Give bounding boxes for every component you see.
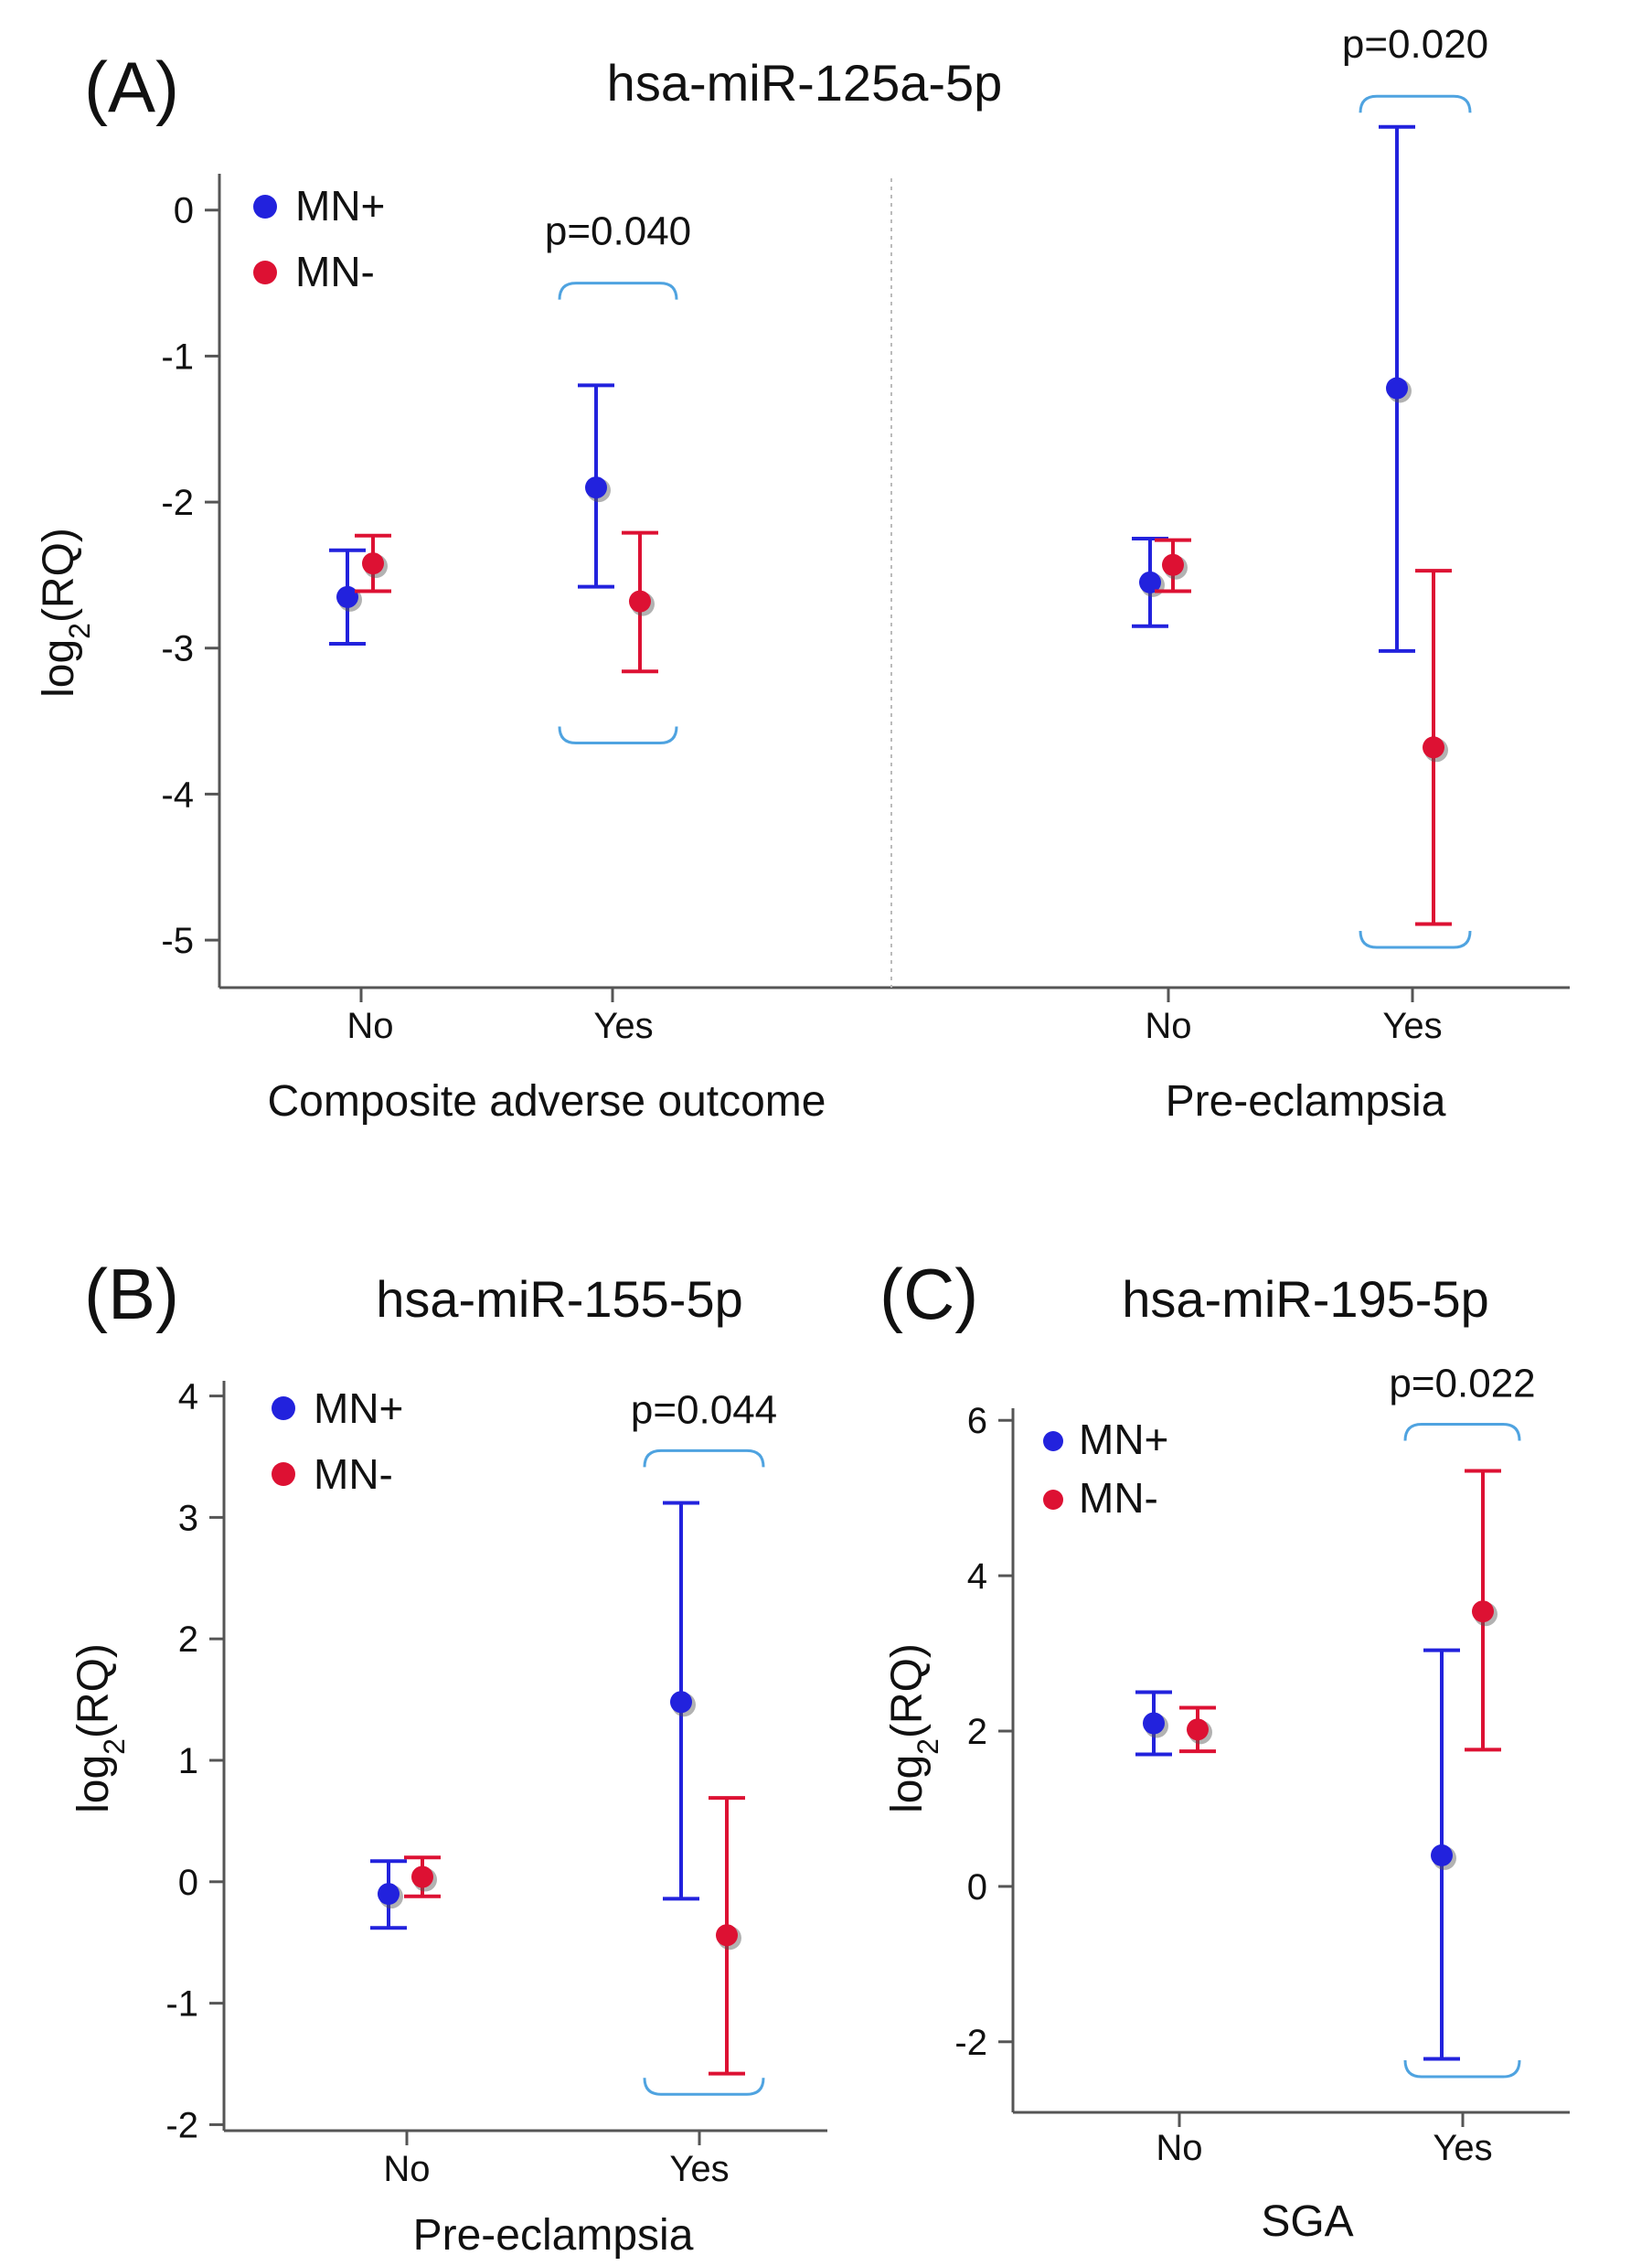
ytick-label: 2 (178, 1619, 198, 1660)
panel-b: (B) hsa-miR-155-5p log2(RQ) 4 3 2 1 0 -1 -2 No… (69, 1254, 827, 2260)
panel-c-xlabel: SGA (1261, 2197, 1353, 2246)
panel-b-xlabel: Pre-eclampsia (413, 2211, 694, 2260)
panel-c-yticks: 6 4 2 0 -2 (954, 1401, 1013, 2063)
panel-b-yticks: 4 3 2 1 0 -1 -2 (165, 1377, 224, 2145)
panel-b-marks: p=0.044 (370, 1387, 777, 2096)
legend-label: MN- (314, 1450, 393, 1498)
ytick-label: -2 (954, 2023, 987, 2063)
ytick-label: -5 (161, 921, 194, 961)
point-mn-minus (411, 1865, 433, 1888)
panel-b-title: hsa-miR-155-5p (376, 1270, 743, 1328)
point-mn-plus (585, 476, 607, 499)
ytick-label: -3 (161, 629, 194, 669)
ytick-label: -1 (161, 337, 194, 377)
significance-bracket-bottom (1359, 930, 1472, 949)
panel-b-xtick-label: Yes (669, 2149, 729, 2189)
panel-c: (C) hsa-miR-195-5p log2(RQ) 6 4 2 0 -2 No Ye… (879, 1254, 1570, 2246)
panel-a-title: hsa-miR-125a-5p (607, 54, 1003, 112)
significance-bracket-bottom (558, 726, 678, 745)
point-mn-minus (1162, 553, 1184, 576)
significance-bracket-top (1403, 1422, 1521, 1441)
ytick-label: -1 (165, 1984, 198, 2025)
significance-bracket-bottom (1403, 2059, 1521, 2079)
p-value-label: p=0.040 (545, 209, 691, 254)
legend-marker-mn-minus (253, 261, 277, 284)
ytick-label: 0 (174, 191, 194, 231)
panel-a-xtick-label: Yes (593, 1006, 653, 1046)
panel-c-axes (1011, 1408, 1570, 2127)
panel-a-yticks: 0 -1 -2 -3 -4 -5 (161, 191, 219, 961)
p-value-label: p=0.022 (1389, 1361, 1535, 1406)
p-value-label: p=0.020 (1342, 22, 1488, 67)
ytick-label: -2 (165, 2105, 198, 2145)
point-mn-minus (362, 552, 384, 575)
point-mn-plus (1143, 1712, 1165, 1735)
ytick-label: 4 (967, 1556, 987, 1597)
significance-bracket-top (558, 282, 678, 300)
panel-b-legend: MN+ MN- (272, 1384, 403, 1498)
panel-a-xlabel-left: Composite adverse outcome (268, 1077, 826, 1126)
legend-marker-mn-plus (272, 1396, 295, 1420)
point-mn-plus (1386, 377, 1408, 400)
ytick-label: -4 (161, 775, 194, 815)
panel-a: (A) hsa-miR-125a-5p log2(RQ) 0 -1 -2 -3 -4 -5… (35, 22, 1570, 1126)
point-mn-minus (1187, 1718, 1209, 1741)
ytick-label: 3 (178, 1498, 198, 1538)
panel-a-ylabel: log2(RQ) (35, 528, 96, 698)
panel-b-label: (B) (84, 1254, 179, 1334)
ytick-label: 0 (178, 1863, 198, 1903)
panel-b-ylabel: log2(RQ) (69, 1643, 131, 1813)
point-mn-plus (1139, 571, 1161, 593)
panel-b-xtick-label: No (383, 2149, 430, 2189)
panel-c-ylabel: log2(RQ) (883, 1643, 944, 1813)
significance-bracket-top (1359, 94, 1472, 113)
significance-bracket-bottom (643, 2078, 765, 2096)
ytick-label: 1 (178, 1741, 198, 1781)
panel-c-label: (C) (879, 1254, 978, 1334)
point-mn-minus (1472, 1600, 1494, 1623)
legend-label: MN- (295, 248, 375, 295)
panel-c-legend: MN+ MN- (1043, 1416, 1168, 1522)
p-value-label: p=0.044 (631, 1387, 777, 1432)
panel-a-marks: p=0.040 p=0.020 (329, 22, 1488, 949)
point-mn-plus (378, 1883, 400, 1906)
legend-label: MN- (1079, 1474, 1158, 1522)
panel-a-axes (218, 174, 1570, 1002)
legend-label: MN+ (314, 1384, 403, 1432)
panel-a-xlabel-right: Pre-eclampsia (1166, 1077, 1446, 1126)
point-mn-plus (1431, 1844, 1453, 1866)
ytick-label: -2 (161, 483, 194, 523)
point-mn-plus (670, 1691, 692, 1714)
legend-label: MN+ (295, 182, 385, 230)
panel-c-xtick-label: No (1156, 2128, 1202, 2168)
panel-a-label: (A) (84, 47, 179, 127)
panel-c-title: hsa-miR-195-5p (1122, 1270, 1489, 1328)
panel-a-xtick-label: No (1145, 1006, 1191, 1046)
point-mn-minus (716, 1924, 738, 1947)
legend-marker-mn-minus (272, 1462, 295, 1486)
point-mn-minus (1423, 736, 1444, 759)
legend-label: MN+ (1079, 1416, 1168, 1463)
ytick-label: 6 (967, 1401, 987, 1441)
panel-a-xtick-label: Yes (1382, 1006, 1442, 1046)
point-mn-minus (629, 590, 651, 613)
ytick-label: 4 (178, 1377, 198, 1417)
legend-marker-mn-minus (1043, 1490, 1063, 1510)
ytick-label: 2 (967, 1712, 987, 1752)
panel-a-xtick-label: No (346, 1006, 393, 1046)
panel-a-legend: MN+ MN- (253, 182, 385, 295)
legend-marker-mn-plus (1043, 1431, 1063, 1451)
ytick-label: 0 (967, 1867, 987, 1908)
panel-b-axes (222, 1381, 827, 2145)
point-mn-plus (336, 585, 358, 608)
panel-c-marks: p=0.022 (1135, 1361, 1536, 2079)
significance-bracket-top (643, 1448, 765, 1468)
panel-c-xtick-label: Yes (1433, 2128, 1492, 2168)
legend-marker-mn-plus (253, 195, 277, 219)
